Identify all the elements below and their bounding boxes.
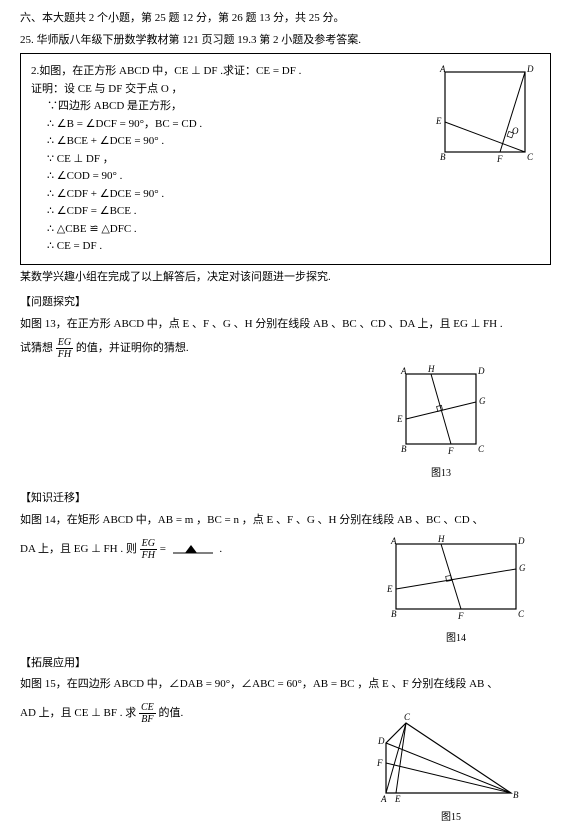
svg-text:F: F — [447, 446, 454, 456]
svg-text:G: G — [479, 396, 486, 406]
blank-triangle-icon — [173, 543, 213, 555]
box-line: ∵ CE ⊥ DF ， — [31, 151, 420, 168]
svg-text:C: C — [518, 609, 525, 619]
fraction: EG FH — [56, 337, 73, 360]
transition-text: 某数学兴趣小组在完成了以上解答后，决定对该问题进一步探究. — [20, 269, 551, 287]
fraction: EG FH — [140, 538, 157, 561]
text-fragment: = — [160, 543, 169, 555]
fraction-numerator: EG — [56, 337, 73, 349]
section-heading-1: 【问题探究】 — [20, 294, 551, 312]
box-line: ∴ ∠CDF = ∠BCE . — [31, 203, 420, 220]
box-line: ∴ ∠B = ∠DCF = 90°，BC = CD . — [31, 116, 420, 133]
figure-caption: 图13 — [391, 466, 491, 482]
section-heading-2: 【知识迁移】 — [20, 490, 551, 508]
reference-solution-box: 2.如图，在正方形 ABCD 中，CE ⊥ DF .求证：CE = DF . 证… — [20, 53, 551, 265]
square-diagram-icon: A D B C E F O — [430, 62, 540, 172]
box-line: ∴ ∠CDF + ∠DCE = 90° . — [31, 186, 420, 203]
box-figure: A D B C E F O — [430, 62, 540, 256]
svg-text:F: F — [496, 154, 503, 164]
figure-caption: 图14 — [381, 631, 531, 647]
svg-text:F: F — [376, 758, 383, 768]
box-line: ∴ ∠COD = 90° . — [31, 168, 420, 185]
svg-text:H: H — [427, 364, 435, 374]
text-fragment: 的值. — [159, 707, 184, 719]
svg-text:G: G — [519, 563, 526, 573]
svg-text:D: D — [517, 536, 525, 546]
box-line: 2.如图，在正方形 ABCD 中，CE ⊥ DF .求证：CE = DF . — [31, 63, 420, 80]
svg-text:D: D — [377, 736, 385, 746]
section-header: 六、本大题共 2 个小题，第 25 题 12 分，第 26 题 13 分，共 2… — [20, 10, 551, 28]
svg-text:C: C — [478, 444, 485, 454]
quadrilateral-diagram-icon: A B C D E F — [371, 698, 531, 808]
fraction-denominator: FH — [56, 349, 73, 360]
fraction: CE BF — [139, 702, 156, 725]
text-fragment: 的值，并证明你的猜想. — [76, 343, 189, 355]
svg-text:E: E — [396, 414, 403, 424]
svg-text:D: D — [477, 366, 485, 376]
box-line: ∴ ∠BCE + ∠DCE = 90° . — [31, 133, 420, 150]
text-fragment: . — [219, 543, 222, 555]
text-fragment: AD 上，且 CE ⊥ BF . 求 — [20, 707, 139, 719]
figure-14: A D B C E G H F 图14 — [381, 534, 531, 647]
svg-text:A: A — [400, 366, 407, 376]
svg-text:F: F — [457, 611, 464, 621]
fraction-denominator: BF — [139, 714, 156, 725]
rectangle-diagram-icon: A D B C E G H F — [381, 534, 531, 629]
sect3-text1: 如图 15，在四边形 ABCD 中，∠DAB = 90°，∠ABC = 60°，… — [20, 676, 551, 694]
box-line: 证明：设 CE 与 DF 交于点 O ， — [31, 81, 420, 98]
sect2-text1: 如图 14，在矩形 ABCD 中，AB = m ，BC = n ，点 E 、F … — [20, 512, 551, 530]
svg-text:C: C — [527, 152, 534, 162]
figure-13: A D B C E G H F 图13 — [391, 364, 491, 482]
figure-15: A B C D E F 图15 — [371, 698, 531, 826]
box-text: 2.如图，在正方形 ABCD 中，CE ⊥ DF .求证：CE = DF . 证… — [31, 62, 420, 256]
box-line: ∴ △CBE ≌ △DFC . — [31, 221, 420, 238]
svg-text:D: D — [526, 64, 534, 74]
svg-text:A: A — [439, 64, 446, 74]
sect2-text2: DA 上，且 EG ⊥ FH . 则 EG FH = . — [20, 538, 371, 561]
svg-text:B: B — [391, 609, 397, 619]
section-heading-3: 【拓展应用】 — [20, 655, 551, 673]
square-diagram-icon: A D B C E G H F — [391, 364, 491, 464]
svg-text:E: E — [386, 584, 393, 594]
sect1-text2: 试猜想 EG FH 的值，并证明你的猜想. — [20, 337, 551, 360]
text-fragment: 试猜想 — [20, 343, 56, 355]
svg-text:H: H — [437, 534, 445, 544]
fraction-denominator: FH — [140, 550, 157, 561]
svg-text:B: B — [440, 152, 446, 162]
problem-number: 25. 华师版八年级下册数学教材第 121 页习题 19.3 第 2 小题及参考… — [20, 32, 551, 50]
sect1-text1: 如图 13，在正方形 ABCD 中，点 E 、F 、G 、H 分别在线段 AB … — [20, 316, 551, 334]
fraction-numerator: EG — [140, 538, 157, 550]
svg-text:B: B — [401, 444, 407, 454]
svg-text:B: B — [513, 790, 519, 800]
svg-text:A: A — [390, 536, 397, 546]
svg-text:A: A — [380, 794, 387, 804]
svg-text:E: E — [394, 794, 401, 804]
text-fragment: DA 上，且 EG ⊥ FH . 则 — [20, 543, 140, 555]
svg-text:E: E — [435, 116, 442, 126]
box-line: ∵四边形 ABCD 是正方形， — [31, 98, 420, 115]
sect3-text2: AD 上，且 CE ⊥ BF . 求 CE BF 的值. — [20, 702, 361, 725]
figure-caption: 图15 — [371, 810, 531, 826]
fraction-numerator: CE — [139, 702, 156, 714]
box-line: ∴ CE = DF . — [31, 238, 420, 255]
svg-text:C: C — [404, 712, 411, 722]
